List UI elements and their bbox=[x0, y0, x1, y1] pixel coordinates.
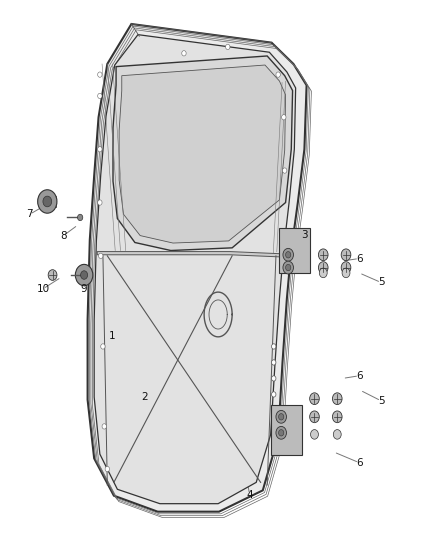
Text: 6: 6 bbox=[356, 254, 363, 263]
Circle shape bbox=[272, 392, 276, 397]
Text: 1: 1 bbox=[108, 331, 115, 341]
Circle shape bbox=[99, 253, 103, 259]
Circle shape bbox=[341, 262, 351, 273]
Text: 3: 3 bbox=[301, 230, 308, 239]
Text: 6: 6 bbox=[356, 371, 363, 381]
Circle shape bbox=[272, 376, 276, 381]
Polygon shape bbox=[94, 35, 296, 504]
Polygon shape bbox=[119, 65, 286, 243]
Circle shape bbox=[341, 249, 351, 261]
Circle shape bbox=[105, 466, 110, 472]
Circle shape bbox=[283, 168, 287, 173]
Circle shape bbox=[102, 424, 106, 429]
Circle shape bbox=[78, 214, 83, 221]
Circle shape bbox=[333, 430, 341, 439]
Circle shape bbox=[98, 72, 102, 77]
Circle shape bbox=[342, 268, 350, 278]
Circle shape bbox=[48, 270, 57, 280]
Circle shape bbox=[75, 264, 93, 286]
Circle shape bbox=[310, 411, 319, 423]
Text: 2: 2 bbox=[141, 392, 148, 402]
Circle shape bbox=[282, 115, 286, 120]
Circle shape bbox=[286, 252, 291, 258]
Text: 9: 9 bbox=[81, 284, 88, 294]
Polygon shape bbox=[88, 24, 307, 512]
Circle shape bbox=[272, 408, 276, 413]
Circle shape bbox=[81, 271, 88, 279]
Circle shape bbox=[279, 414, 284, 420]
Text: 10: 10 bbox=[36, 284, 49, 294]
Circle shape bbox=[226, 44, 230, 50]
Circle shape bbox=[272, 360, 276, 365]
Circle shape bbox=[332, 393, 342, 405]
Circle shape bbox=[311, 430, 318, 439]
Circle shape bbox=[310, 393, 319, 405]
Circle shape bbox=[43, 196, 52, 207]
Circle shape bbox=[182, 51, 186, 56]
Text: 6: 6 bbox=[356, 458, 363, 467]
FancyBboxPatch shape bbox=[271, 405, 302, 455]
FancyBboxPatch shape bbox=[279, 228, 310, 273]
Circle shape bbox=[286, 264, 291, 271]
Circle shape bbox=[332, 411, 342, 423]
Circle shape bbox=[283, 248, 293, 261]
Circle shape bbox=[319, 268, 327, 278]
Circle shape bbox=[38, 190, 57, 213]
Circle shape bbox=[283, 261, 293, 274]
Circle shape bbox=[318, 262, 328, 273]
Text: 4: 4 bbox=[246, 490, 253, 499]
Circle shape bbox=[98, 147, 102, 152]
FancyBboxPatch shape bbox=[39, 196, 56, 207]
Circle shape bbox=[318, 249, 328, 261]
Text: 5: 5 bbox=[378, 278, 385, 287]
Polygon shape bbox=[97, 252, 280, 257]
Circle shape bbox=[279, 430, 284, 436]
Circle shape bbox=[276, 410, 286, 423]
Circle shape bbox=[276, 426, 286, 439]
Circle shape bbox=[98, 200, 102, 205]
Text: 8: 8 bbox=[60, 231, 67, 240]
Circle shape bbox=[272, 344, 276, 349]
Circle shape bbox=[98, 93, 102, 99]
Polygon shape bbox=[113, 56, 293, 251]
Circle shape bbox=[276, 72, 280, 77]
Circle shape bbox=[101, 344, 105, 349]
Circle shape bbox=[272, 424, 276, 429]
Text: 7: 7 bbox=[26, 209, 33, 219]
Text: 5: 5 bbox=[378, 396, 385, 406]
